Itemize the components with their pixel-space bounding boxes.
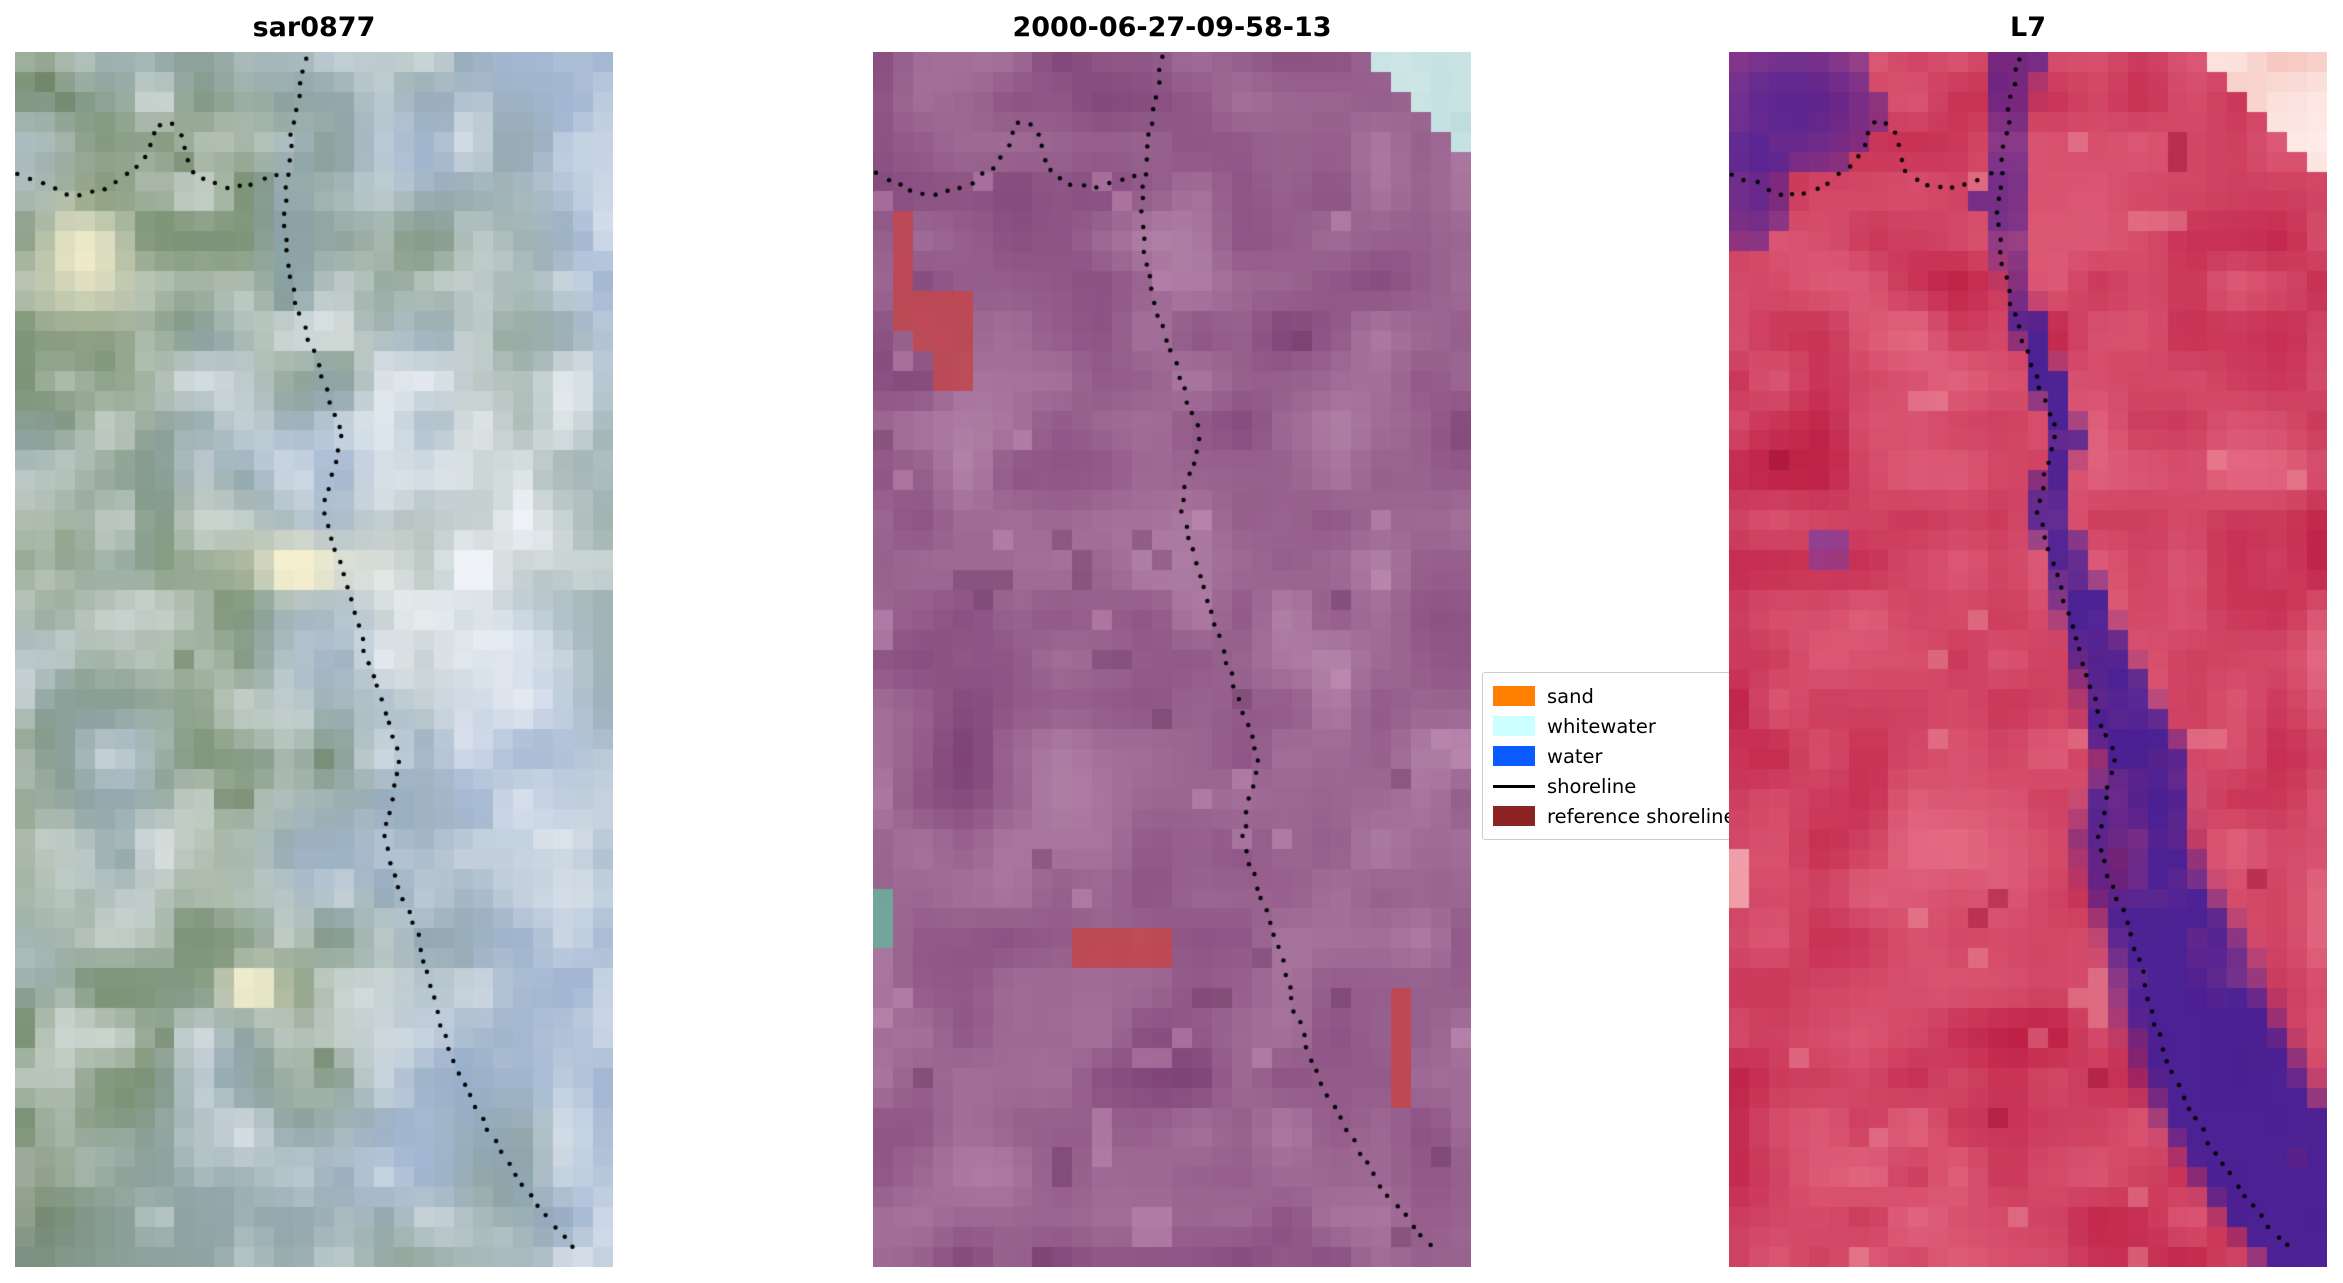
legend-item-reference-shoreline: reference shoreline bbox=[1493, 801, 1736, 831]
shoreline-line-swatch bbox=[1493, 784, 1535, 788]
legend: sand whitewater water shoreline reference sh… bbox=[1482, 672, 1740, 840]
panel-sar bbox=[15, 52, 613, 1267]
panel-classified bbox=[873, 52, 1471, 1267]
sand-color-swatch bbox=[1493, 686, 1535, 706]
legend-item-sand: sand bbox=[1493, 681, 1729, 711]
panel-l7 bbox=[1729, 52, 2327, 1267]
satellite-image-sar bbox=[15, 52, 613, 1267]
reference-shoreline-color-swatch bbox=[1493, 806, 1535, 826]
legend-label: water bbox=[1547, 744, 1603, 768]
legend-label: reference shoreline bbox=[1547, 804, 1736, 828]
legend-label: whitewater bbox=[1547, 714, 1656, 738]
whitewater-color-swatch bbox=[1493, 716, 1535, 736]
legend-label: shoreline bbox=[1547, 774, 1637, 798]
satellite-image-classified bbox=[873, 52, 1471, 1267]
satellite-image-l7 bbox=[1729, 52, 2327, 1267]
panel-title-l7: L7 bbox=[2010, 12, 2046, 43]
legend-label: sand bbox=[1547, 684, 1594, 708]
legend-item-whitewater: whitewater bbox=[1493, 711, 1729, 741]
panel-title-sar: sar0877 bbox=[252, 12, 376, 43]
panel-title-classified-date: 2000-06-27-09-58-13 bbox=[1012, 12, 1332, 43]
water-color-swatch bbox=[1493, 746, 1535, 766]
legend-item-water: water bbox=[1493, 741, 1729, 771]
legend-item-shoreline: shoreline bbox=[1493, 771, 1729, 801]
